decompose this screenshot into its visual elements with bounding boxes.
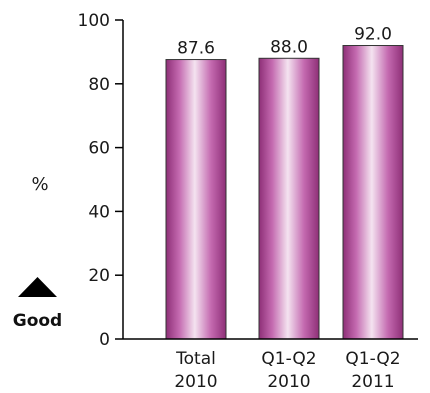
bars-group xyxy=(165,45,404,340)
x-category-label: Q1-Q2 xyxy=(261,349,316,369)
y-tick-label: 40 xyxy=(88,202,110,222)
y-tick-label: 60 xyxy=(88,139,110,159)
y-tick-label: 80 xyxy=(88,75,110,95)
x-category-label: 2010 xyxy=(267,372,310,392)
y-tick-label: 0 xyxy=(99,330,110,350)
value-label-3: 92.0 xyxy=(354,25,392,45)
up-triangle-icon xyxy=(18,277,57,297)
x-category-label: 2011 xyxy=(351,372,394,392)
x-category-label: Total xyxy=(175,349,216,369)
bar-1 xyxy=(165,59,227,340)
x-labels-group: Total 2010 Q1-Q2 2010 Q1-Q2 2011 xyxy=(174,349,400,392)
good-annotation: Good xyxy=(13,311,62,331)
bar-2 xyxy=(258,57,320,340)
value-label-1: 87.6 xyxy=(177,39,215,59)
bar-3 xyxy=(342,45,404,340)
x-category-label: 2010 xyxy=(174,372,217,392)
value-labels-group: 87.6 88.0 92.0 xyxy=(177,25,392,59)
y-axis-label: % xyxy=(31,174,48,195)
y-tick-label: 100 xyxy=(78,11,110,31)
y-ticks-group: 0 20 40 60 80 100 xyxy=(78,11,123,350)
x-category-label: Q1-Q2 xyxy=(345,349,400,369)
y-tick-label: 20 xyxy=(88,266,110,286)
value-label-2: 88.0 xyxy=(270,37,308,57)
